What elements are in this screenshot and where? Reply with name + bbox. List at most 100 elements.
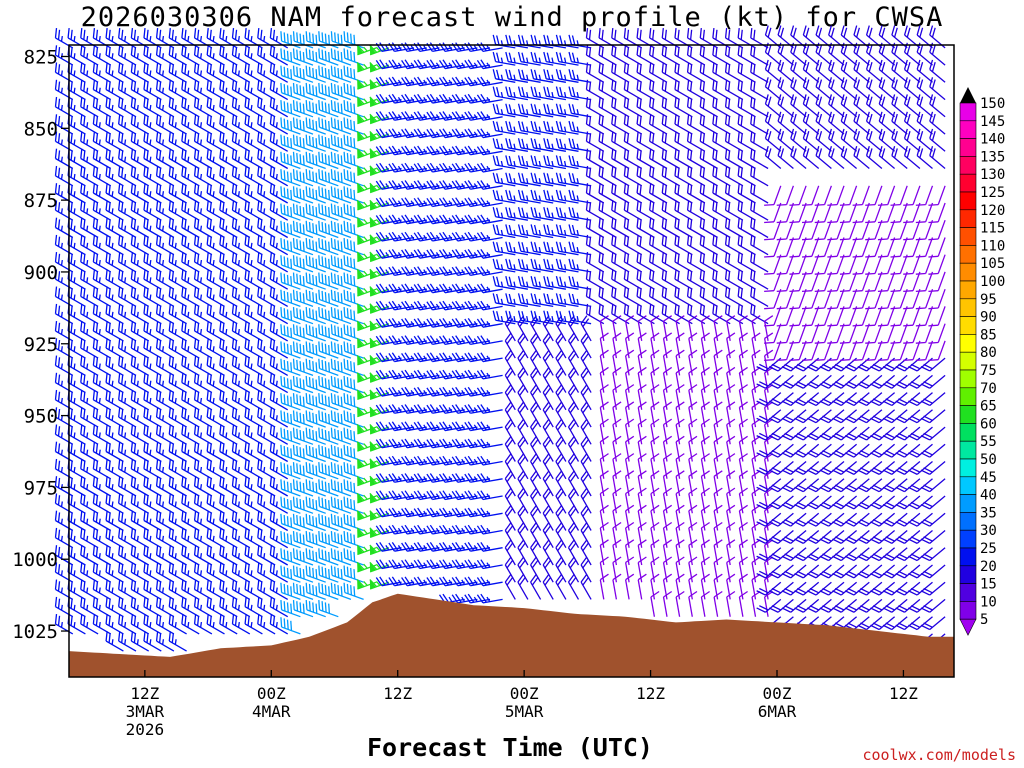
barb-half [111, 156, 114, 163]
wind-barb [92, 493, 112, 514]
barb-half [73, 363, 76, 369]
wind-barb [80, 200, 99, 221]
barb-full [95, 443, 99, 454]
barb-half [363, 305, 368, 311]
barb-full [83, 115, 86, 126]
wind-barb [92, 372, 112, 394]
wind-barb [92, 269, 112, 290]
barb-full [105, 148, 108, 159]
barb-full [108, 357, 111, 368]
barb-full [80, 596, 83, 607]
barb-full [92, 493, 96, 504]
barb-layer [54, 25, 946, 652]
barb-full [54, 527, 58, 538]
wind-barb [80, 62, 99, 83]
barb-half [111, 415, 114, 421]
wind-barb [80, 355, 99, 376]
barb-half [60, 518, 63, 525]
wind-barb [54, 338, 74, 359]
barb-half [73, 242, 76, 249]
barb-half [363, 581, 368, 586]
barb-half [98, 346, 101, 352]
barb-full [70, 184, 73, 195]
barb-half [73, 122, 76, 128]
barb-full [92, 338, 96, 349]
barb-half [363, 63, 368, 69]
barb-half [111, 397, 114, 404]
barb-half [60, 501, 63, 507]
barb-full [108, 115, 111, 126]
barb-full [105, 424, 108, 435]
barb-full [105, 28, 108, 38]
barb-half [73, 415, 76, 421]
barb-full [108, 426, 111, 437]
barb-half [86, 449, 89, 456]
barb-half [86, 397, 89, 404]
barb-full [83, 167, 86, 178]
barb-full [80, 96, 83, 107]
wind-barb [54, 545, 74, 566]
barb-full [92, 252, 96, 262]
barb-full [57, 29, 61, 40]
barb-half [60, 621, 63, 628]
barb-full [80, 407, 83, 418]
barb-half [60, 242, 63, 249]
wind-barb [80, 114, 99, 135]
barb-full [83, 236, 86, 247]
barb-full [80, 441, 83, 452]
barb-half [73, 449, 76, 456]
barb-full [92, 234, 96, 245]
barb-full [83, 81, 86, 92]
barb-full [95, 495, 99, 506]
barb-full [108, 46, 111, 57]
barb-half [98, 621, 101, 628]
barb-full [92, 165, 96, 176]
barb-full [92, 269, 96, 280]
barb-full [83, 150, 86, 161]
wind-barb [54, 562, 74, 583]
barb-full [83, 581, 86, 592]
barb-full [70, 271, 73, 282]
wind-barb [105, 631, 124, 652]
barb-full [57, 253, 61, 264]
barb-full [95, 339, 99, 350]
barb-half [363, 81, 368, 86]
wind-barb [369, 234, 390, 245]
barb-half [363, 408, 368, 414]
barb-half [98, 570, 101, 576]
wind-barb [369, 389, 390, 401]
barb-half [60, 156, 63, 163]
barb-full [70, 529, 73, 540]
barb-full [54, 234, 58, 245]
barb-full [95, 236, 99, 247]
barb-full [92, 114, 96, 125]
barb-half [86, 363, 89, 369]
wind-barb [92, 183, 112, 204]
barb-half [111, 53, 114, 59]
wind-barb [369, 113, 390, 125]
barb-full [83, 564, 86, 575]
barb-half [86, 587, 89, 593]
barb-half [86, 156, 89, 163]
wind-barb [54, 458, 74, 480]
wind-barb [369, 303, 390, 314]
barb-half [98, 466, 101, 473]
barb-half [363, 546, 368, 552]
barb-full [95, 46, 99, 57]
barb-full [57, 408, 61, 419]
wind-barb [105, 372, 124, 394]
wind-barb [54, 183, 74, 204]
wind-barb [369, 96, 390, 108]
barb-full [57, 46, 61, 57]
wind-barb [80, 338, 99, 359]
wind-barb [80, 303, 99, 325]
barb-half [363, 443, 368, 448]
wind-barb [54, 527, 74, 549]
wind-barb [54, 303, 74, 325]
barb-full [105, 389, 108, 400]
wind-barb [54, 286, 74, 307]
wind-barb [369, 62, 390, 73]
barb-full [80, 286, 83, 297]
chart-title: 2026030306 NAM forecast wind profile (kt… [80, 2, 944, 33]
barb-full [57, 150, 61, 161]
